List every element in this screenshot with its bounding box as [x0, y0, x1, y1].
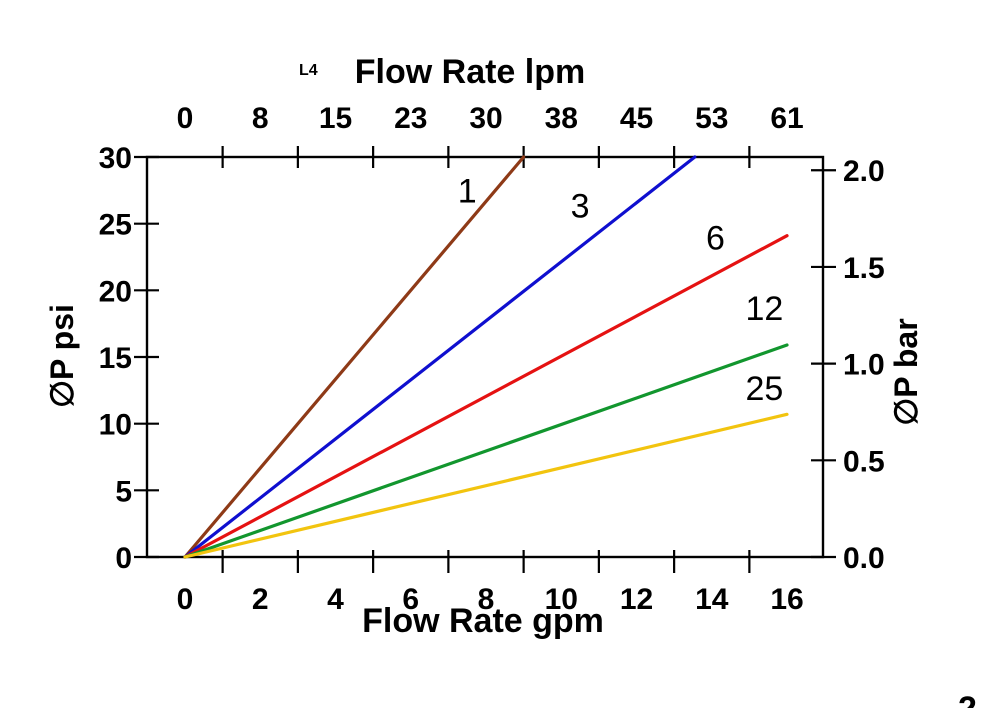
series-label-6: 6 — [706, 219, 725, 257]
right-tick-label: 2.0 — [843, 155, 885, 188]
right-tick-label: 1.5 — [843, 252, 885, 285]
top-tick-label: 38 — [545, 102, 578, 135]
top-tick-label: 45 — [620, 102, 653, 135]
series-line-1 — [183, 155, 526, 559]
left-tick-label: 10 — [99, 409, 132, 442]
page-corner-text: 2 — [958, 690, 977, 708]
top-axis-title: Flow Rate lpm — [354, 53, 586, 91]
plot-frame — [145, 155, 825, 559]
right-axis-title: ∅P bar — [888, 318, 924, 426]
right-tick-label: 1.0 — [843, 349, 885, 382]
model-annotation-label: L4 — [299, 62, 318, 79]
series-line-12 — [183, 343, 789, 559]
right-tick-label: 0.5 — [843, 445, 885, 478]
series-line-6 — [183, 234, 789, 559]
bottom-axis-title: Flow Rate gpm — [362, 602, 604, 640]
bottom-tick-label: 10 — [545, 583, 578, 616]
left-tick-label: 20 — [99, 275, 132, 308]
left-axis-title: ∅P psi — [44, 304, 80, 408]
left-tick-label: 5 — [115, 475, 132, 508]
series-label-25: 25 — [746, 370, 784, 408]
series-line-25 — [183, 412, 789, 559]
top-tick-label: 23 — [394, 102, 427, 135]
right-tick-label: 0.0 — [843, 542, 885, 575]
bottom-tick-label: 16 — [770, 583, 803, 616]
top-tick-label: 30 — [469, 102, 502, 135]
bottom-tick-label: 6 — [402, 583, 419, 616]
left-tick-label: 15 — [99, 342, 132, 375]
top-tick-label: 53 — [695, 102, 728, 135]
bottom-tick-label: 14 — [695, 583, 729, 616]
bottom-tick-label: 0 — [177, 583, 194, 616]
left-tick-label: 0 — [115, 542, 132, 575]
series-label-1: 1 — [458, 173, 477, 211]
bottom-tick-label: 12 — [620, 583, 653, 616]
series-label-3: 3 — [571, 187, 590, 225]
series-label-12: 12 — [746, 290, 784, 328]
left-tick-label: 30 — [99, 142, 132, 175]
top-tick-label: 0 — [177, 102, 194, 135]
top-tick-label: 8 — [252, 102, 269, 135]
bottom-tick-label: 4 — [327, 583, 344, 616]
bottom-tick-label: 8 — [478, 583, 495, 616]
top-tick-label: 61 — [770, 102, 803, 135]
bottom-tick-label: 2 — [252, 583, 269, 616]
top-tick-label: 15 — [319, 102, 352, 135]
left-tick-label: 25 — [99, 209, 132, 242]
series-line-3 — [183, 155, 697, 559]
